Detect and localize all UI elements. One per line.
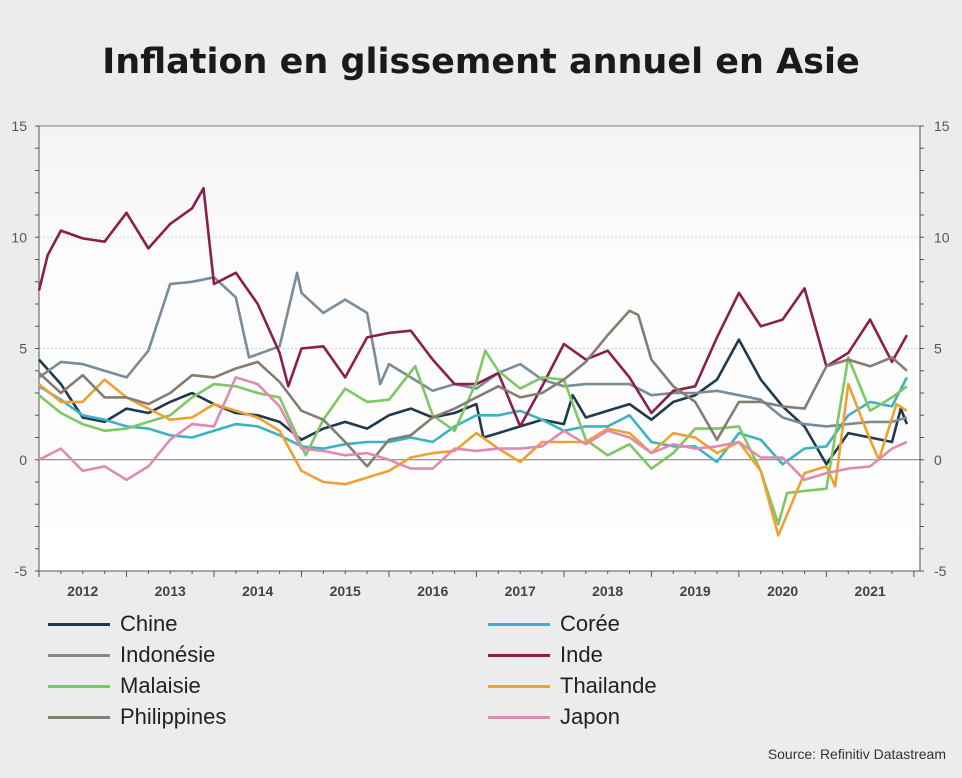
- legend-label: Inde: [560, 642, 603, 667]
- legend-swatch: [48, 653, 110, 657]
- y-tick-label-left: -5: [15, 563, 28, 579]
- legend-label: Malaisie: [120, 673, 201, 698]
- x-tick-label: 2015: [330, 583, 361, 599]
- legend-swatch: [488, 684, 550, 688]
- legend-item: Inde: [488, 641, 728, 669]
- x-tick-label: 2018: [592, 583, 623, 599]
- legend-swatch: [48, 715, 110, 719]
- legend-swatch: [48, 622, 110, 626]
- legend-item: Indonésie: [48, 641, 488, 669]
- series-line-japon: [38, 376, 908, 482]
- legend-item: Chine: [48, 610, 488, 638]
- line-chart: -5 -5 0 0 5 5 10 10 15 15 2012 2013 2014 2015 2016 2017…: [11, 118, 950, 599]
- legend-swatch: [48, 684, 110, 688]
- y-tick-label-right: 5: [934, 341, 942, 357]
- legend-label: Japon: [560, 704, 620, 729]
- legend-swatch: [488, 653, 550, 657]
- legend-item: Japon: [488, 703, 728, 731]
- series-line-inde: [37, 187, 909, 428]
- legend-label: Thailande: [560, 673, 657, 698]
- x-tick-label: 2014: [242, 583, 273, 599]
- y-tick-label-right: -5: [934, 563, 947, 579]
- y-tick-label-right: 10: [934, 229, 950, 245]
- y-tick-label-left: 0: [19, 452, 27, 468]
- series-line-philippines: [38, 309, 908, 468]
- legend-label: Corée: [560, 611, 620, 636]
- x-tick-label: 2012: [67, 583, 98, 599]
- y-tick-label-right: 0: [934, 452, 942, 468]
- y-tick-label-left: 10: [11, 229, 27, 245]
- legend-label: Philippines: [120, 704, 227, 729]
- chart-title: Inflation en glissement annuel en Asie: [102, 42, 860, 82]
- y-tick-label-left: 15: [11, 118, 27, 134]
- series-line-malaisie: [38, 349, 908, 526]
- legend-item: Malaisie: [48, 672, 488, 700]
- legend-item: Corée: [488, 610, 728, 638]
- source-note: Source: Refinitiv Datastream: [767, 746, 946, 762]
- legend-item: Thailande: [488, 672, 728, 700]
- y-tick-label-left: 5: [19, 341, 27, 357]
- x-tick-label: 2017: [505, 583, 536, 599]
- y-tick-label-right: 15: [934, 118, 950, 134]
- legend-swatch: [488, 622, 550, 626]
- legend-label: Chine: [120, 611, 178, 636]
- x-tick-label: 2013: [155, 583, 186, 599]
- x-tick-label: 2020: [767, 583, 798, 599]
- x-tick-label: 2016: [417, 583, 448, 599]
- series-line-corée: [38, 376, 909, 466]
- legend: Chine Corée Indonésie Inde Malaisie Thailande…: [48, 610, 728, 731]
- legend-swatch: [488, 715, 550, 719]
- x-tick-label: 2019: [680, 583, 711, 599]
- x-tick-label: 2021: [855, 583, 886, 599]
- legend-item: Philippines: [48, 703, 488, 731]
- legend-label: Indonésie: [120, 642, 216, 667]
